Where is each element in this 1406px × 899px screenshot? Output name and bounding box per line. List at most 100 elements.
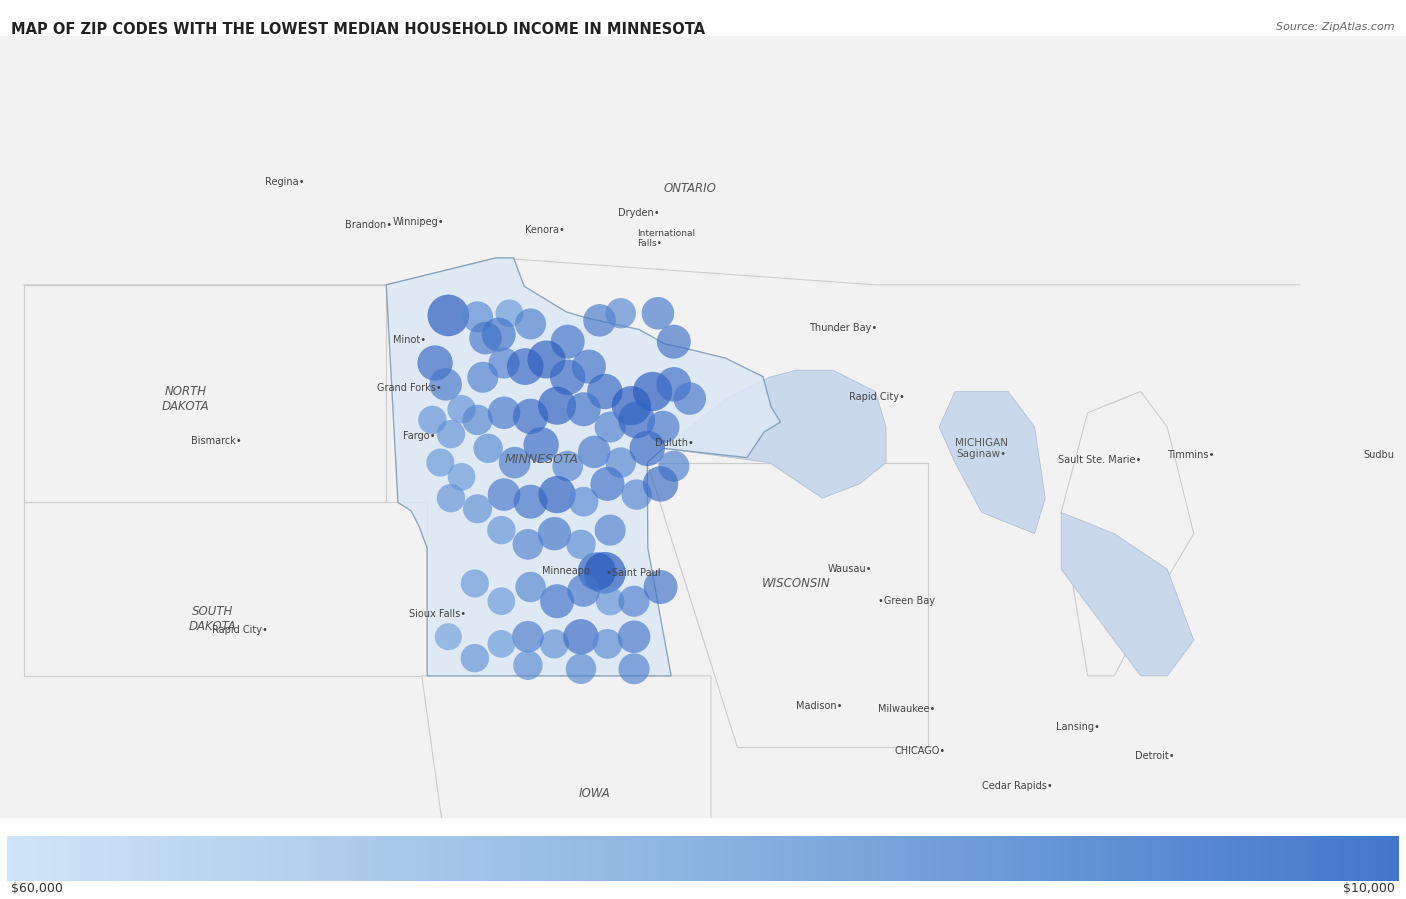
Text: SOUTH
DAKOTA: SOUTH DAKOTA [188, 605, 236, 633]
Text: Thunder Bay•: Thunder Bay• [808, 324, 877, 334]
Point [626, 413, 648, 427]
Point [569, 662, 592, 676]
Point [536, 352, 558, 367]
Point [450, 469, 472, 484]
Text: Grand Forks•: Grand Forks• [377, 383, 441, 393]
Point [569, 538, 592, 552]
Point [429, 456, 451, 470]
Polygon shape [1062, 391, 1194, 676]
Polygon shape [422, 676, 711, 899]
Point [636, 441, 658, 456]
Text: Madison•: Madison• [796, 701, 842, 711]
Point [437, 629, 460, 644]
Point [626, 487, 648, 502]
Point [593, 384, 616, 398]
Text: Bismarck•: Bismarck• [191, 435, 242, 446]
Point [583, 445, 606, 459]
Point [492, 487, 515, 502]
Point [422, 413, 444, 427]
Point [546, 594, 568, 609]
Point [464, 576, 486, 591]
Point [516, 538, 538, 552]
Point [477, 441, 499, 456]
Text: Wausau•: Wausau• [828, 565, 872, 574]
Text: Rapid City•: Rapid City• [212, 625, 269, 635]
Point [652, 420, 675, 434]
Text: Winnipeg•: Winnipeg• [392, 218, 444, 227]
Point [650, 580, 672, 594]
Point [572, 583, 595, 598]
Text: Sault Ste. Marie•: Sault Ste. Marie• [1059, 456, 1142, 466]
Point [650, 476, 672, 491]
Text: •Saint Paul: •Saint Paul [606, 568, 661, 578]
Point [662, 334, 685, 349]
Point [662, 458, 685, 473]
Point [647, 306, 669, 320]
Point [464, 651, 486, 665]
Point [519, 580, 541, 594]
Point [610, 456, 633, 470]
Text: Timmins•: Timmins• [1167, 450, 1215, 460]
Point [641, 384, 664, 398]
Text: Detroit•: Detroit• [1136, 751, 1175, 761]
Text: CHICAGO•: CHICAGO• [894, 745, 945, 755]
Point [519, 409, 541, 423]
Point [557, 458, 579, 473]
Point [578, 360, 600, 374]
Text: MAP OF ZIP CODES WITH THE LOWEST MEDIAN HOUSEHOLD INCOME IN MINNESOTA: MAP OF ZIP CODES WITH THE LOWEST MEDIAN … [11, 22, 706, 38]
Text: Cedar Rapids•: Cedar Rapids• [981, 781, 1052, 791]
Point [586, 565, 609, 579]
Text: ONTARIO: ONTARIO [664, 182, 716, 195]
Point [519, 316, 541, 331]
Text: MICHIGAN
Saginaw•: MICHIGAN Saginaw• [955, 438, 1008, 459]
Point [596, 636, 619, 651]
Text: Sioux Falls•: Sioux Falls• [409, 609, 465, 619]
Text: Lansing•: Lansing• [1056, 722, 1099, 732]
Polygon shape [24, 285, 387, 503]
Point [516, 658, 538, 672]
Point [491, 594, 513, 609]
Polygon shape [1062, 512, 1194, 676]
Point [569, 629, 592, 644]
Point [491, 636, 513, 651]
Polygon shape [24, 503, 427, 676]
Text: WISCONSIN: WISCONSIN [762, 577, 830, 590]
Text: MINNESOTA: MINNESOTA [505, 452, 578, 466]
Text: •Green Bay: •Green Bay [879, 596, 935, 606]
Point [423, 356, 446, 370]
Point [588, 313, 610, 327]
Point [596, 476, 619, 491]
Point [543, 636, 565, 651]
Polygon shape [647, 463, 928, 747]
Point [662, 378, 685, 392]
Point [679, 391, 702, 405]
Text: Sudbu: Sudbu [1364, 450, 1395, 460]
Point [474, 331, 496, 345]
Point [503, 456, 526, 470]
Point [467, 502, 489, 516]
Point [471, 370, 494, 385]
Text: IOWA: IOWA [578, 787, 610, 800]
Point [623, 594, 645, 609]
Point [467, 309, 489, 324]
Point [593, 565, 616, 580]
Point [437, 308, 460, 323]
Point [623, 629, 645, 644]
Point [519, 494, 541, 509]
Point [557, 334, 579, 349]
Point [450, 402, 472, 416]
Point [557, 370, 579, 385]
Point [516, 629, 538, 644]
Point [440, 427, 463, 441]
Point [610, 306, 633, 320]
Text: Source: ZipAtlas.com: Source: ZipAtlas.com [1277, 22, 1395, 32]
Polygon shape [387, 258, 780, 676]
Point [599, 420, 621, 434]
Point [543, 527, 565, 541]
Point [440, 491, 463, 505]
Text: $60,000: $60,000 [11, 882, 63, 895]
Polygon shape [664, 370, 886, 498]
Point [620, 398, 643, 413]
Point [530, 438, 553, 452]
Point [491, 523, 513, 538]
